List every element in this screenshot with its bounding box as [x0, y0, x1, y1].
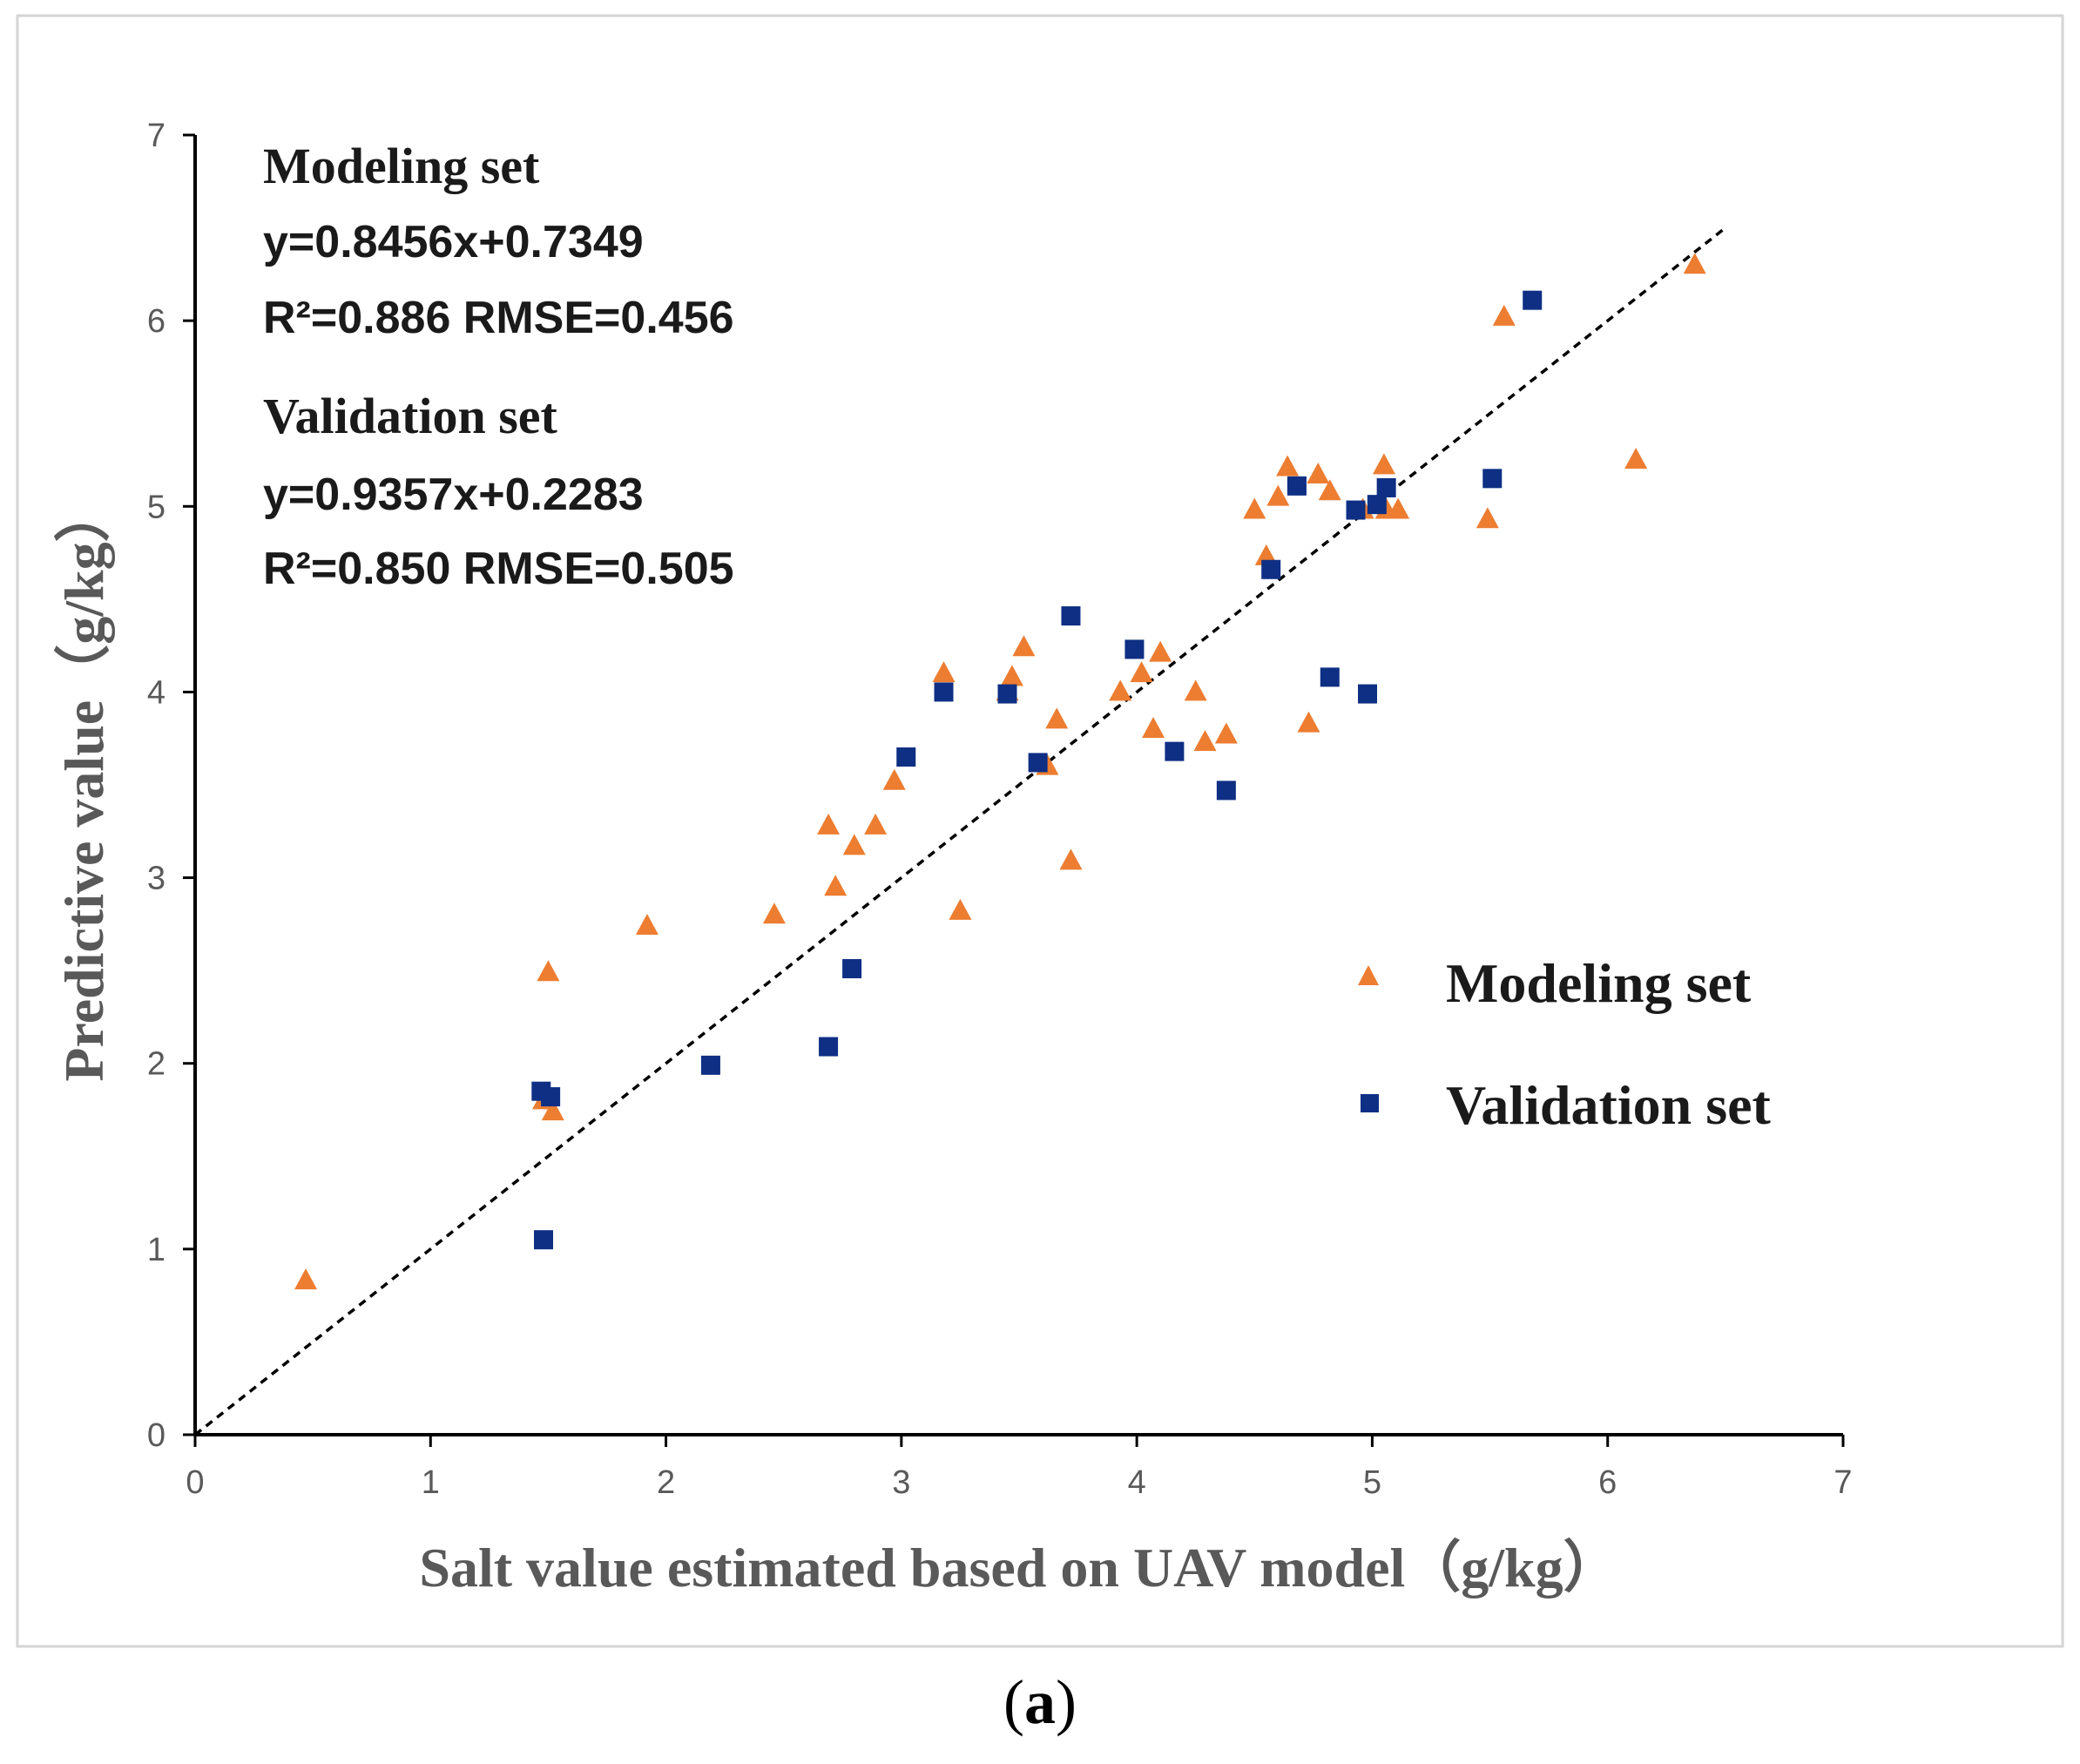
modeling-point	[882, 768, 906, 790]
validation-point	[819, 1037, 839, 1057]
modeling-point	[817, 813, 841, 835]
modeling-set-equation: y=0.8456x+0.7349	[263, 217, 644, 267]
x-tick-label: 6	[1598, 1464, 1617, 1501]
modeling-point	[541, 1099, 564, 1121]
validation-point	[1286, 476, 1307, 496]
y-axis-title: Predictive value（g/kg）	[53, 486, 115, 1081]
legend-modeling-marker	[1358, 965, 1379, 985]
validation-point	[1346, 500, 1366, 520]
y-tick-label: 5	[147, 489, 165, 525]
legend: Modeling set Validation set	[1358, 952, 1772, 1136]
legend-validation-label: Validation set	[1446, 1074, 1772, 1136]
validation-point	[1061, 606, 1081, 626]
legend-validation-marker	[1361, 1094, 1379, 1112]
modeling-point	[1130, 661, 1153, 683]
validation-point	[700, 1055, 720, 1075]
validation-point	[1165, 741, 1185, 761]
x-tick-label: 3	[892, 1464, 910, 1501]
y-tick-label: 1	[147, 1232, 165, 1268]
panel-label: a	[1024, 1667, 1056, 1737]
modeling-point	[1276, 455, 1300, 476]
y-tick-label: 0	[147, 1417, 165, 1454]
modeling-point	[1184, 679, 1207, 701]
x-tick-label: 1	[422, 1464, 440, 1501]
modeling-point	[1045, 707, 1069, 729]
validation-point	[1216, 781, 1236, 801]
modeling-point	[1307, 463, 1330, 484]
validation-set-equation: y=0.9357x+0.2283	[263, 470, 644, 520]
modeling-point	[1149, 640, 1172, 662]
validation-point	[1124, 639, 1145, 659]
validation-point	[534, 1230, 554, 1250]
modeling-point	[1266, 484, 1290, 506]
modeling-point	[1624, 448, 1648, 469]
modeling-point	[1387, 497, 1410, 519]
validation-point	[1376, 477, 1396, 497]
validation-point	[997, 684, 1017, 704]
modeling-point	[1683, 253, 1706, 274]
modeling-point	[1012, 635, 1036, 657]
modeling-point	[932, 661, 956, 683]
modeling-point	[1193, 729, 1217, 751]
y-tick-label: 3	[147, 861, 165, 897]
x-axis-title: Salt value estimated based on UAV model（…	[419, 1537, 1618, 1598]
modeling-point	[762, 902, 786, 924]
modeling-point	[864, 813, 888, 835]
validation-point	[842, 959, 862, 979]
validation-point	[934, 682, 954, 702]
validation-point	[1358, 684, 1378, 704]
x-tick-label: 2	[657, 1464, 675, 1501]
x-tick-label: 4	[1128, 1464, 1146, 1501]
legend-modeling-label: Modeling set	[1446, 952, 1752, 1014]
modeling-point	[949, 898, 972, 920]
validation-point	[1261, 559, 1281, 579]
data-points-layer	[294, 253, 1706, 1290]
modeling-point	[1142, 717, 1165, 739]
modeling-point	[1243, 497, 1266, 519]
validation-point	[1523, 290, 1543, 310]
x-tick-label: 7	[1834, 1464, 1852, 1501]
panel-caption: (a)	[1003, 1667, 1077, 1737]
y-tick-label: 2	[147, 1046, 165, 1083]
modeling-point	[1059, 848, 1083, 870]
validation-point	[1028, 753, 1048, 773]
modeling-point	[824, 875, 848, 896]
modeling-point	[1109, 679, 1132, 701]
x-tick-label: 5	[1363, 1464, 1381, 1501]
x-tick-label: 0	[186, 1464, 204, 1501]
modeling-point	[537, 960, 560, 982]
validation-point	[896, 747, 916, 767]
axis-ticks: 0 1 2 3 4 5 6 7 0 1 2 3 4 5 6 7	[147, 118, 1853, 1501]
modeling-set-metrics: R²=0.886 RMSE=0.456	[263, 293, 734, 343]
y-tick-label: 6	[147, 303, 165, 340]
validation-point	[1320, 667, 1340, 687]
modeling-set-title: Modeling set	[263, 138, 540, 194]
y-tick-label: 7	[147, 118, 165, 154]
fit-line-layer	[193, 226, 1726, 1436]
validation-point	[1482, 469, 1503, 489]
validation-set-metrics: R²=0.850 RMSE=0.505	[263, 544, 734, 594]
modeling-point	[1297, 711, 1320, 733]
modeling-point	[1476, 507, 1499, 529]
modeling-point	[1214, 722, 1238, 744]
modeling-point	[1000, 665, 1023, 686]
fit-line	[193, 226, 1726, 1436]
modeling-point	[1318, 479, 1341, 501]
modeling-point	[1492, 304, 1516, 326]
modeling-point	[294, 1268, 318, 1290]
y-tick-label: 4	[147, 674, 165, 711]
modeling-point	[635, 913, 658, 935]
modeling-point	[842, 834, 866, 855]
validation-point	[541, 1087, 561, 1107]
plot-frame	[16, 14, 2064, 1648]
modeling-point	[1372, 453, 1395, 475]
validation-set-title: Validation set	[263, 388, 558, 444]
validation-point	[1367, 495, 1387, 515]
